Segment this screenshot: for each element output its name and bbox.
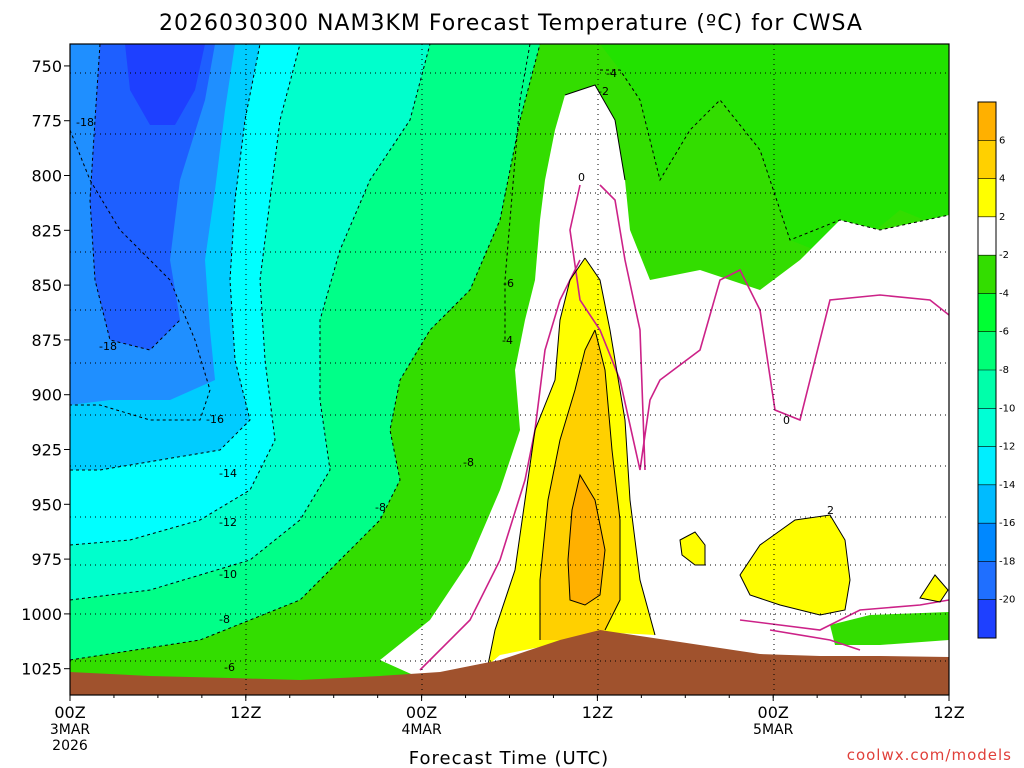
x-tick-label: 00Z — [406, 703, 437, 722]
x-tick-label: 00Z — [758, 703, 789, 722]
colorbar-swatch — [978, 178, 996, 218]
x-tick-date: 4MAR — [401, 722, 442, 738]
region-deepest-blue — [125, 44, 205, 125]
colorbar-swatch — [978, 370, 996, 409]
x-tick-label: 12Z — [582, 703, 613, 722]
x-tick-year: 2026 — [52, 738, 88, 754]
y-tick-label: 950 — [31, 495, 62, 514]
contour-label: -14 — [219, 467, 237, 480]
x-tick-date: 5MAR — [753, 722, 794, 738]
plot-area — [70, 44, 949, 695]
contour-label: 0 — [783, 414, 790, 427]
region-yellow-blob — [680, 532, 705, 565]
contour-label: -18 — [99, 340, 117, 353]
colorbar-swatch — [978, 599, 996, 639]
y-tick-label: 1000 — [21, 605, 62, 624]
contour-label: -4 — [502, 334, 513, 347]
region-deep-blue — [90, 44, 215, 350]
colorbar-label: -12 — [999, 442, 1015, 453]
region-light-green — [600, 44, 949, 260]
zero-contour — [419, 184, 949, 671]
colorbar-label: 6 — [999, 135, 1005, 146]
colorbar-swatch — [978, 484, 996, 524]
contour-label: -18 — [76, 116, 94, 129]
y-tick-label: 775 — [31, 112, 62, 131]
y-tick-label: 1025 — [21, 660, 62, 679]
y-tick-label: 850 — [31, 276, 62, 295]
colorbar-label: -2 — [999, 250, 1009, 261]
colorbar-swatch — [978, 102, 996, 141]
colorbar-label: -4 — [999, 288, 1009, 299]
contour-label: -10 — [219, 568, 237, 581]
colorbar-label: -6 — [999, 327, 1009, 338]
contour-label: -6 — [224, 661, 235, 674]
colorbar-swatch — [978, 293, 996, 333]
colorbar: 6 4 2 -2 -4 -6 -8 -10 -12 -14 -16 -18 -20 — [977, 101, 1015, 639]
contour-labels: -18 -18 -16 -14 -12 -10 -8 -6 -6 -4 -4 -… — [76, 67, 834, 674]
colorbar-label: -14 — [999, 480, 1015, 491]
colorbar-swatch — [978, 255, 996, 294]
x-tick-date: 3MAR — [50, 722, 91, 738]
contour-label: -6 — [503, 277, 514, 290]
y-tick-label: 825 — [31, 221, 62, 240]
y-tick-label: 750 — [31, 57, 62, 76]
x-tick-label: 12Z — [230, 703, 261, 722]
contour-label: -8 — [463, 456, 474, 469]
positive-contours — [487, 84, 949, 666]
negative-contours — [70, 44, 949, 661]
colorbar-swatch — [978, 523, 996, 562]
colorbar-swatch — [978, 561, 996, 601]
credit-text[interactable]: coolwx.com/models — [847, 746, 1012, 764]
chart-title: 2026030300 NAM3KM Forecast Temperature (… — [159, 11, 863, 36]
y-tick-label: 800 — [31, 167, 62, 186]
y-axis: 750 775 800 825 850 875 900 925 950 975 1000 1025 — [21, 57, 70, 679]
x-axis-label: Forecast Time (UTC) — [409, 748, 609, 768]
colorbar-label: -18 — [999, 556, 1015, 567]
y-tick-label: 925 — [31, 441, 62, 460]
colorbar-label: -20 — [999, 595, 1015, 606]
colorbar-label: -16 — [999, 518, 1015, 529]
x-tick-label: 12Z — [933, 703, 964, 722]
contour-label: 2 — [827, 504, 834, 517]
region-yellow-corner — [920, 575, 948, 602]
colorbar-label: -10 — [999, 403, 1015, 414]
contour-label: -4 — [606, 67, 617, 80]
colorbar-label: 4 — [999, 174, 1005, 185]
y-tick-label: 875 — [31, 331, 62, 350]
region-orange-core — [568, 475, 605, 605]
colorbar-label: -8 — [999, 365, 1009, 376]
colorbar-swatch — [978, 331, 996, 371]
contour-label: -2 — [598, 85, 609, 98]
contour-label: -16 — [206, 413, 224, 426]
colorbar-swatch — [978, 140, 996, 180]
contour-label: -8 — [375, 501, 386, 514]
terrain-fill — [70, 630, 949, 695]
colorbar-swatch — [978, 216, 996, 256]
y-tick-label: 975 — [31, 550, 62, 569]
region-green-patch — [830, 612, 949, 645]
colorbar-swatch — [978, 408, 996, 448]
x-tick-label: 00Z — [54, 703, 85, 722]
grid-lines — [70, 44, 949, 695]
colorbar-label: 2 — [999, 212, 1005, 223]
y-tick-label: 900 — [31, 386, 62, 405]
colorbar-swatch — [978, 446, 996, 486]
contour-label: -8 — [219, 613, 230, 626]
contour-label: 0 — [578, 171, 585, 184]
contour-label: -12 — [219, 516, 237, 529]
